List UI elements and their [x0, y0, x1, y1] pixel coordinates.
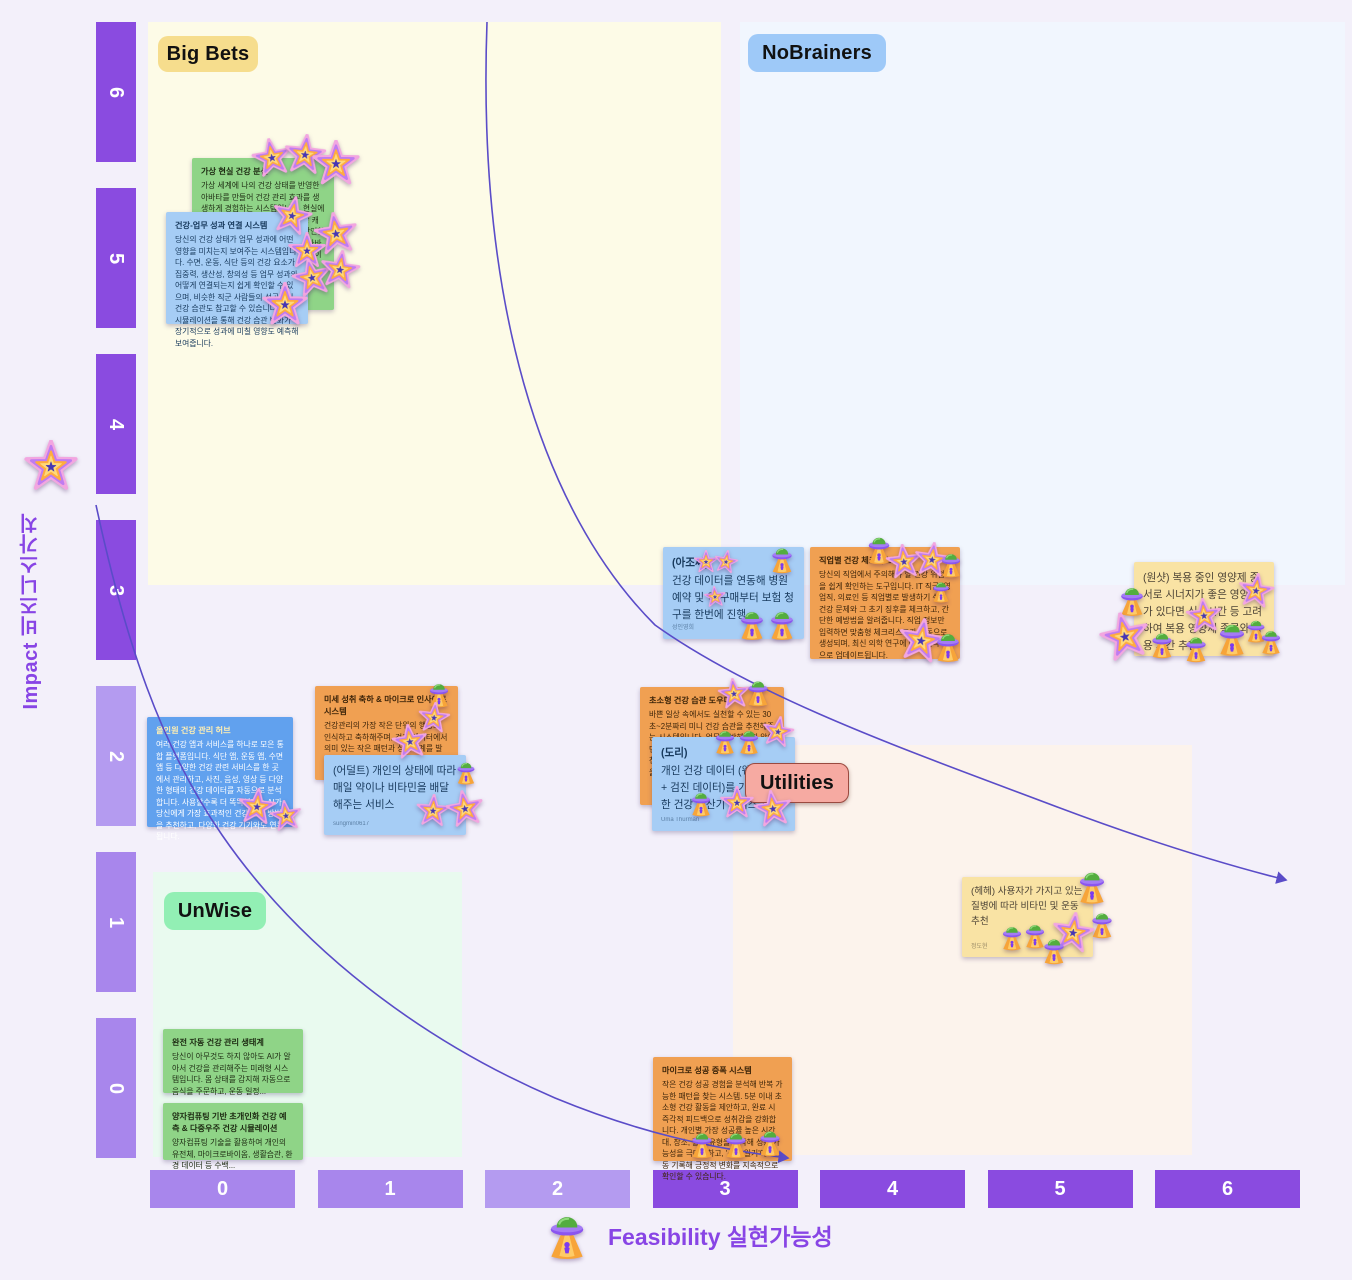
sticky-note-oneshot-supplement[interactable]: (원샷) 복용 중인 영양제 중 서로 시너지가 좋은 영양제가 있다면 식사시… [1134, 562, 1274, 656]
note-body: (원샷) 복용 중인 영양제 중 서로 시너지가 좋은 영양제가 있다면 식사시… [1143, 572, 1262, 652]
quadrant-label-nobrainers[interactable]: NoBrainers [748, 34, 886, 72]
y-tick-2: 2 [96, 686, 136, 826]
note-title: 미세 성취 축하 & 마이크로 인사이트 시스템 [324, 695, 447, 717]
impact-star-icon [24, 439, 78, 490]
note-author: 성인영희 [672, 625, 695, 632]
y-tick-6: 6 [96, 22, 136, 162]
note-body: 당신의 건강 상태가 업무 성과에 어떤 영향을 미치는지 보여주는 시스템입니… [175, 235, 299, 348]
quadrant-nobrainers [740, 22, 1345, 585]
note-author: sungmin0617 [333, 821, 370, 828]
note-title: 완전 자동 건강 관리 생태계 [172, 1038, 264, 1047]
quadrant-label-unwise[interactable]: UnWise [164, 892, 266, 930]
note-title: 건강-업무 성과 연결 시스템 [175, 221, 268, 230]
note-body: 건강 데이터를 연동해 병원 예약 및 약 구매부터 보험 청구를 한번에 진행 [672, 574, 794, 621]
x-tick-2: 2 [485, 1170, 630, 1208]
y-tick-3: 3 [96, 520, 136, 660]
note-title: 초소형 건강 습관 도우미 [649, 696, 732, 705]
note-body: 여러 건강 앱과 서비스를 하나로 모은 통합 플랫폼입니다. 식단 앱, 운동… [156, 740, 284, 842]
feasibility-ufo-icon [549, 1216, 585, 1261]
quadrant-label-utilities[interactable]: Utilities [745, 763, 849, 803]
x-tick-3: 3 [652, 1170, 798, 1208]
x-tick-1: 1 [317, 1170, 463, 1208]
y-axis-title: Impact 비즈니스가치 [16, 439, 86, 710]
x-tick-5: 5 [987, 1170, 1133, 1208]
y-axis-title-text: Impact 비즈니스가치 [20, 513, 42, 710]
note-title: 양자컴퓨팅 기반 초개인화 건강 예측 & 다중우주 건강 시뮬레이션 [172, 1112, 287, 1134]
x-axis-title: Feasibility 실현가능성 [540, 1208, 833, 1262]
note-body: 작은 건강 성공 경험을 분석해 반복 가능한 패턴을 찾는 시스템. 5분 이… [662, 1080, 783, 1182]
note-title: 마이크로 성공 증폭 시스템 [662, 1066, 752, 1075]
sticky-note-ajossi-health-data[interactable]: (아조씨) 건강 데이터를 연동해 병원 예약 및 약 구매부터 보험 청구를 한… [663, 547, 804, 639]
note-body: (헤헤) 사용자가 가지고 있는 질병에 따라 비타민 및 운동 추천 [971, 886, 1083, 927]
x-axis-title-text: Feasibility 실현가능성 [608, 1224, 833, 1250]
note-title: (도리) [661, 747, 688, 759]
note-body: (어덜트) 개인의 상태에 따라 매일 약이나 비타민을 배달해주는 서비스 [333, 765, 457, 811]
x-tick-4: 4 [820, 1170, 965, 1208]
note-title: (아조씨) [672, 557, 709, 569]
y-tick-4: 4 [96, 354, 136, 494]
quadrant-label-big-bets[interactable]: Big Bets [158, 36, 258, 72]
note-body: 당신의 직업에서 주의해야 할 건강 위험을 쉽게 확인하는 도구입니다. IT… [819, 570, 951, 660]
x-tick-6: 6 [1155, 1170, 1300, 1208]
note-title: 직업별 건강 체크리스트 [819, 556, 899, 565]
note-body: 당신이 아무것도 하지 않아도 AI가 알아서 건강을 관리해주는 미래형 시스… [172, 1052, 291, 1096]
y-tick-5: 5 [96, 188, 136, 328]
y-tick-1: 1 [96, 852, 136, 992]
note-title: 올인원 건강 관리 허브 [156, 726, 231, 735]
sticky-note-adult-vitamin-delivery[interactable]: (어덜트) 개인의 상태에 따라 매일 약이나 비타민을 배달해주는 서비스 su… [324, 755, 466, 835]
note-body: 양자컴퓨팅 기술을 활용하여 개인의 유전체, 마이크로바이옴, 생활습관, 환… [172, 1138, 293, 1171]
x-tick-0: 0 [150, 1170, 295, 1208]
note-author: Uma Thurman [661, 817, 700, 824]
note-author: 정도현 [971, 943, 988, 950]
y-tick-0: 0 [96, 1018, 136, 1158]
note-title: 가상 현실 건강 분신 [201, 167, 269, 176]
